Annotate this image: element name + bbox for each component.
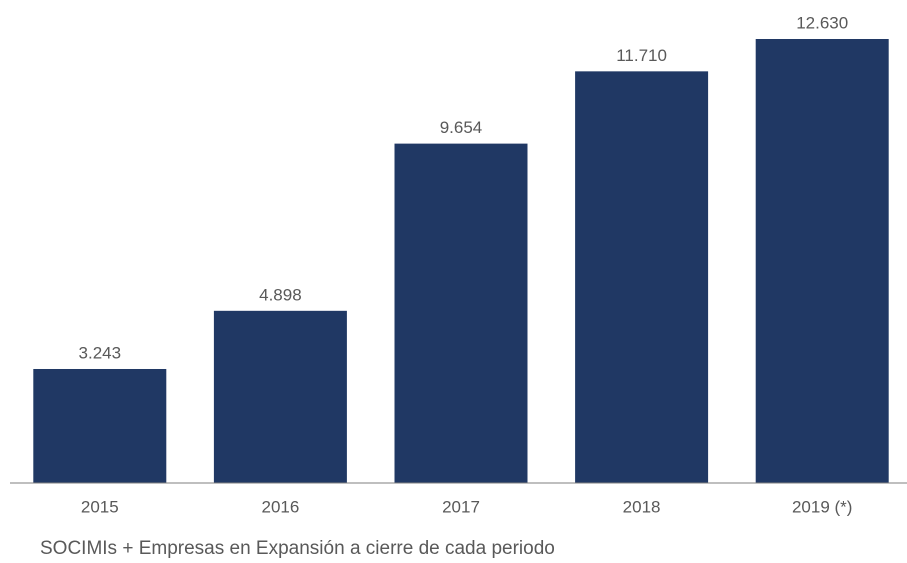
- value-label: 3.243: [79, 343, 122, 362]
- value-label: 12.630: [796, 13, 848, 32]
- chart-caption: SOCIMIs + Empresas en Expansión a cierre…: [40, 538, 555, 559]
- bar: [394, 143, 528, 483]
- bar: [755, 39, 889, 483]
- bar: [575, 71, 709, 483]
- bar: [33, 368, 167, 483]
- x-tick-label: 2016: [261, 497, 299, 516]
- value-label: 9.654: [440, 118, 483, 137]
- bar: [213, 310, 347, 483]
- x-tick-label: 2015: [81, 497, 119, 516]
- x-tick-label: 2019 (*): [792, 497, 852, 516]
- x-tick-label: 2018: [623, 497, 661, 516]
- x-tick-label: 2017: [442, 497, 480, 516]
- value-label: 4.898: [259, 285, 302, 304]
- value-label: 11.710: [616, 46, 667, 65]
